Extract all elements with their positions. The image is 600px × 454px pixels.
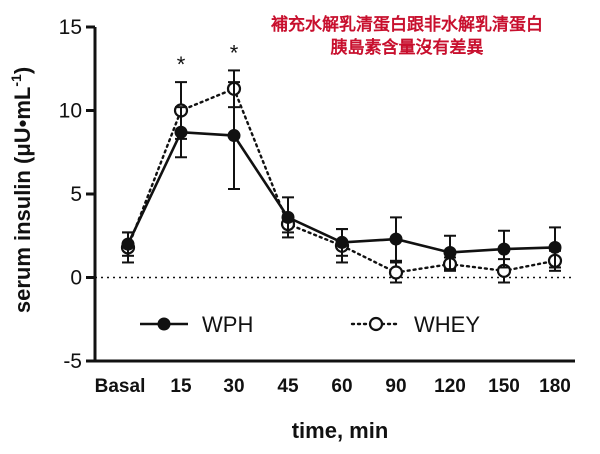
- data-point: [227, 129, 241, 143]
- x-axis: Basal 15 30 45 60 90 120 150 180: [95, 359, 575, 397]
- x-tick-label: 90: [385, 376, 406, 397]
- annotation-line-2: 胰島素含量沒有差異: [331, 37, 484, 58]
- y-axis-label-superscript: -1: [8, 74, 24, 87]
- y-tick-label: 10: [59, 100, 82, 123]
- legend-label: WHEY: [414, 312, 480, 337]
- data-point: [548, 240, 562, 254]
- data-point: [281, 210, 295, 224]
- y-tick-label: -5: [63, 350, 82, 373]
- y-axis-label-close: ): [10, 67, 35, 74]
- legend-label: WPH: [202, 312, 253, 337]
- x-tick-label: 120: [434, 376, 466, 397]
- y-axis-title: serum insulin (μU•mL-1): [8, 67, 35, 313]
- data-point: [174, 125, 188, 139]
- y-tick-label: 5: [70, 183, 82, 206]
- legend-item-wph: WPH: [140, 312, 253, 337]
- x-tick-label: 150: [488, 376, 520, 397]
- legend: WPH WHEY: [140, 312, 480, 337]
- y-axis-label: serum insulin (μU•mL: [10, 87, 35, 314]
- plot-area: * *: [95, 40, 575, 284]
- svg-text:serum insulin (μU•mL-1): serum insulin (μU•mL-1): [8, 67, 35, 313]
- legend-item-whey: WHEY: [350, 312, 480, 337]
- legend-marker: [157, 317, 171, 331]
- x-tick-label: 180: [539, 376, 571, 397]
- data-point: [497, 242, 511, 256]
- annotation-line-1: 補充水解乳清蛋白跟非水解乳清蛋白: [270, 14, 543, 35]
- data-point: [389, 232, 403, 246]
- x-axis-label: time, min: [292, 418, 389, 443]
- data-point: [121, 237, 135, 251]
- legend-marker: [368, 316, 384, 332]
- y-tick-label: 0: [70, 267, 82, 290]
- significance-marker: *: [230, 40, 239, 65]
- data-point: [443, 245, 457, 259]
- x-tick-label: Basal: [95, 376, 146, 397]
- x-tick-label: 45: [277, 376, 299, 397]
- series-wph: [121, 81, 562, 271]
- x-tick-label: 15: [170, 376, 192, 397]
- x-tick-label: 60: [331, 376, 352, 397]
- y-axis: 15 10 5 0 -5: [59, 16, 97, 373]
- data-point: [388, 265, 404, 280]
- data-point: [335, 235, 349, 249]
- significance-marker: *: [177, 52, 186, 77]
- y-tick-label: 15: [59, 16, 82, 39]
- annotation: 補充水解乳清蛋白跟非水解乳清蛋白 胰島素含量沒有差異: [270, 14, 543, 58]
- x-tick-label: 30: [223, 376, 244, 397]
